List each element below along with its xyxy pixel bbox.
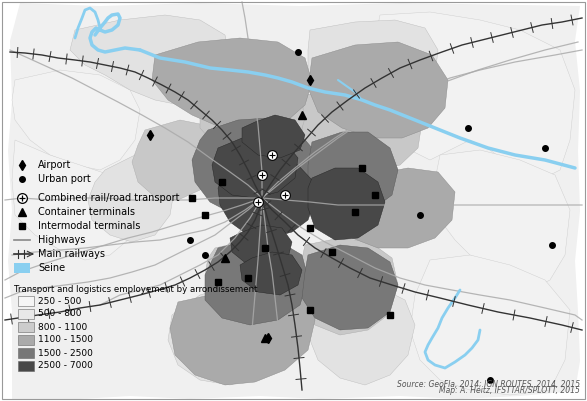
Text: 2500 - 7000: 2500 - 7000 — [38, 361, 93, 371]
Text: 1500 - 2500: 1500 - 2500 — [38, 348, 93, 358]
Polygon shape — [168, 280, 305, 385]
Polygon shape — [302, 245, 398, 330]
Polygon shape — [12, 70, 140, 170]
Bar — [18, 296, 34, 306]
Text: Transport and logistics employement by arrondissement: Transport and logistics employement by a… — [14, 285, 258, 294]
Polygon shape — [308, 20, 438, 110]
Text: Container terminals: Container terminals — [38, 207, 135, 217]
Bar — [18, 361, 34, 371]
Polygon shape — [152, 38, 312, 130]
Polygon shape — [430, 150, 570, 290]
Text: Seine: Seine — [38, 263, 65, 273]
Polygon shape — [410, 255, 570, 395]
Polygon shape — [8, 3, 580, 399]
Polygon shape — [205, 240, 308, 325]
Text: Airport: Airport — [38, 160, 72, 170]
Text: 500 - 800: 500 - 800 — [38, 310, 82, 318]
Text: Urban port: Urban port — [38, 174, 91, 184]
Polygon shape — [88, 155, 175, 242]
Bar — [18, 322, 34, 332]
Polygon shape — [170, 280, 315, 385]
Polygon shape — [308, 168, 385, 240]
Text: 800 - 1100: 800 - 1100 — [38, 322, 87, 332]
Text: Intermodal terminals: Intermodal terminals — [38, 221, 140, 231]
Polygon shape — [200, 82, 305, 158]
Polygon shape — [192, 118, 315, 218]
Text: Source: GeoFla, 2014; IGN ROUTES, 2014, 2015: Source: GeoFla, 2014; IGN ROUTES, 2014, … — [397, 380, 580, 389]
Bar — [18, 348, 34, 358]
Polygon shape — [302, 88, 422, 172]
Polygon shape — [12, 140, 135, 260]
Polygon shape — [70, 15, 230, 105]
Text: Highways: Highways — [38, 235, 85, 245]
Text: Map: A. Heitz, IFSTTAR/SPLOTT, 2015: Map: A. Heitz, IFSTTAR/SPLOTT, 2015 — [439, 386, 580, 395]
Polygon shape — [205, 240, 298, 300]
Bar — [18, 309, 34, 319]
Polygon shape — [308, 132, 398, 215]
Polygon shape — [370, 12, 575, 180]
Polygon shape — [338, 168, 455, 248]
Polygon shape — [230, 225, 292, 268]
Polygon shape — [240, 252, 302, 295]
Text: Main railways: Main railways — [38, 249, 105, 259]
Polygon shape — [308, 285, 415, 385]
Polygon shape — [132, 120, 218, 200]
Polygon shape — [218, 158, 315, 238]
Bar — [18, 335, 34, 345]
Text: 250 - 500: 250 - 500 — [38, 296, 82, 306]
Polygon shape — [308, 42, 448, 138]
Polygon shape — [298, 238, 398, 335]
Polygon shape — [242, 115, 305, 158]
Bar — [14, 263, 30, 273]
Polygon shape — [212, 135, 298, 198]
Text: 1100 - 1500: 1100 - 1500 — [38, 336, 93, 344]
Text: Combined rail/road transport: Combined rail/road transport — [38, 193, 180, 203]
